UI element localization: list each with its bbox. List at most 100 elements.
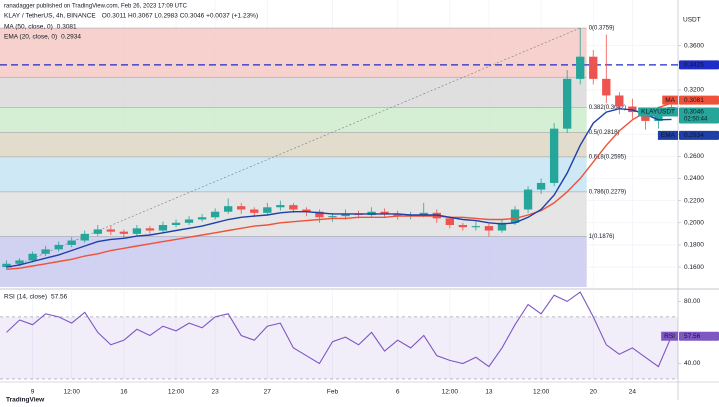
- fib-retracement: 0(0.3759) 0.382(0.3042) 0.5(0.2818) 0.618(0…: [0, 26, 626, 287]
- fib-label: 0.618(0.2595): [589, 154, 626, 160]
- x-tick-label: 12:00: [168, 389, 185, 396]
- x-tick-label: 23: [212, 389, 220, 396]
- candle-body: [445, 218, 454, 225]
- price-tag: [679, 95, 719, 105]
- candle-body: [158, 225, 168, 231]
- ohlc-legend: O0.3011 H0.3067 L0.2983 C0.3046 +0.0037 …: [102, 13, 258, 20]
- publisher: ranadagger published on TradingView.com,…: [4, 4, 188, 10]
- candle-body: [589, 56, 598, 79]
- candle-body: [28, 253, 37, 261]
- ma-line: [6, 107, 672, 268]
- x-tick-label: 27: [264, 389, 272, 396]
- x-tick-label: 24: [629, 389, 637, 396]
- candle-body: [641, 112, 650, 121]
- candle-body: [523, 189, 533, 210]
- axes: 0.16000.18000.20000.22000.24000.26000.28…: [31, 42, 719, 396]
- price-tag-label: 0.3426: [684, 62, 704, 69]
- legend-value: 0.3081: [57, 24, 77, 31]
- candle-body: [132, 228, 142, 234]
- fib-zone: [0, 28, 587, 78]
- candle-body: [106, 229, 115, 232]
- tag-name-box: [657, 130, 678, 140]
- fib-label: 0.786(0.2279): [589, 189, 626, 195]
- fib-label: 1(0.1876): [589, 234, 615, 240]
- fib-label: 0.382(0.3042): [589, 105, 626, 111]
- y-tick-label: 0.3600: [684, 42, 704, 49]
- y-tick-label: 0.3200: [684, 87, 704, 94]
- candle-body: [2, 263, 11, 268]
- candle-body: [276, 205, 285, 208]
- tag-name: EMA: [661, 132, 676, 139]
- candle-body: [615, 95, 624, 107]
- y-tick-label: 0.1600: [684, 264, 704, 271]
- candle-body: [145, 228, 155, 231]
- candle-body: [315, 211, 324, 218]
- x-tick-label: 20: [590, 389, 598, 396]
- candle-body: [471, 226, 481, 228]
- tag-name-box: [661, 331, 678, 341]
- tag-name-box: [638, 107, 678, 117]
- candle-body: [510, 209, 520, 223]
- candle-body: [224, 206, 233, 212]
- rsi-title: RSI (14, close): [4, 294, 47, 301]
- candle-body: [549, 128, 559, 183]
- candle-body: [458, 225, 468, 228]
- x-tick-label: Feb: [327, 389, 339, 396]
- x-tick-label: 12:00: [64, 389, 81, 396]
- candle-body: [197, 217, 207, 220]
- fib-zone: [0, 236, 587, 287]
- watermark: TradingView: [6, 397, 45, 404]
- tag-name: MA: [665, 97, 675, 104]
- candle-body: [119, 231, 129, 234]
- y-tick-label: 80.00: [684, 298, 701, 305]
- legend-value: 0.2934: [61, 34, 81, 41]
- candle-body: [563, 78, 572, 129]
- x-tick-label: 13: [485, 389, 493, 396]
- ma-line: [6, 102, 672, 270]
- chart-title: KLAY / TetherUS, 4h, BINANCE: [4, 13, 96, 20]
- countdown: 02:50:44: [684, 117, 708, 123]
- price-tag: [679, 130, 719, 140]
- candle-body: [171, 222, 181, 225]
- candle-body: [341, 213, 350, 217]
- price-tag-label: 0.3081: [684, 97, 704, 104]
- plot: [0, 28, 678, 368]
- y-tick-label: 0.1800: [684, 242, 704, 249]
- fib-zone: [0, 107, 587, 133]
- candle-body: [54, 244, 63, 250]
- y-tick-label: 0.2400: [684, 175, 704, 182]
- y-tick-label: 40.00: [684, 360, 701, 367]
- legend-name: MA (50, close, 0): [4, 24, 53, 31]
- candle-body: [484, 226, 494, 231]
- price-tag: [679, 60, 719, 70]
- price-tag-label: 57.56: [684, 333, 701, 340]
- tag-name-box: [662, 95, 678, 105]
- candle-body: [328, 216, 337, 218]
- candle-body: [67, 240, 76, 245]
- rsi-line: [6, 291, 673, 368]
- tag-name: KLAYUSDT: [641, 109, 675, 116]
- candle-body: [302, 209, 311, 212]
- fib-label: 0.5(0.2818): [589, 130, 620, 136]
- y-tick-label: 0.2200: [684, 197, 704, 204]
- x-tick-label: 12:00: [442, 389, 459, 396]
- candle-body: [15, 260, 24, 264]
- fib-label: 0(0.3759): [589, 26, 615, 32]
- rsi-band: [0, 316, 678, 379]
- fib-zone: [0, 156, 587, 192]
- x-tick-label: 16: [120, 389, 128, 396]
- candle-body: [576, 56, 585, 79]
- price-tag-label: 0.3046: [684, 109, 704, 116]
- candle-body: [393, 213, 402, 217]
- candle-body: [80, 233, 89, 241]
- rsi-value: 57.56: [51, 294, 68, 301]
- candle-body: [289, 205, 298, 210]
- candle-body: [237, 206, 246, 210]
- price-tag: [679, 107, 719, 124]
- x-tick-label: 6: [396, 389, 400, 396]
- fib-zone: [0, 77, 587, 108]
- price-tag: [679, 331, 719, 341]
- candle-body: [602, 78, 611, 96]
- currency: USDT: [683, 17, 701, 24]
